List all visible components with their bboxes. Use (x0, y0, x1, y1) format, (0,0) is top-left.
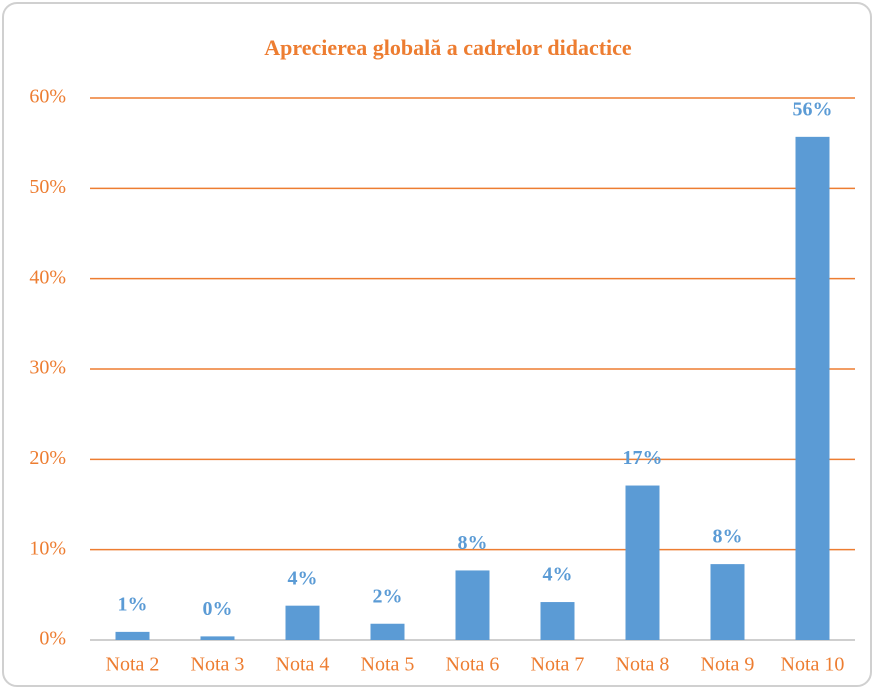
x-tick-label: Nota 9 (701, 654, 755, 676)
x-tick-label: Nota 7 (531, 654, 585, 676)
y-tick-label: 60% (29, 86, 66, 108)
x-tick-label: Nota 2 (106, 654, 160, 676)
y-tick-label: 30% (29, 357, 66, 379)
y-tick-label: 20% (29, 447, 66, 469)
data-label: 0% (203, 598, 233, 620)
x-tick-label: Nota 3 (191, 654, 245, 676)
y-tick-label: 10% (29, 537, 66, 559)
data-label: 2% (373, 585, 403, 607)
data-label: 8% (458, 532, 488, 554)
data-label: 1% (118, 593, 148, 615)
bar (795, 136, 830, 641)
y-tick-label: 0% (39, 628, 66, 650)
x-tick-label: Nota 4 (276, 654, 330, 676)
bar (540, 602, 575, 640)
data-label: 4% (288, 567, 318, 589)
bar (455, 570, 490, 640)
x-tick-label: Nota 5 (361, 654, 415, 676)
bar (200, 636, 235, 640)
data-label: 4% (543, 564, 573, 586)
x-tick-label: Nota 6 (446, 654, 500, 676)
x-tick-label: Nota 10 (781, 654, 845, 676)
y-tick-label: 50% (29, 176, 66, 198)
y-tick-label: 40% (29, 266, 66, 288)
chart-title: Aprecierea globală a cadrelor didactice (264, 35, 632, 60)
bar (625, 485, 660, 640)
bar (285, 605, 320, 640)
bar (370, 623, 405, 640)
data-label: 8% (713, 526, 743, 548)
bar (710, 564, 745, 640)
data-label: 56% (793, 98, 833, 120)
data-label: 17% (623, 447, 663, 469)
bar (115, 631, 150, 640)
x-tick-label: Nota 8 (616, 654, 670, 676)
